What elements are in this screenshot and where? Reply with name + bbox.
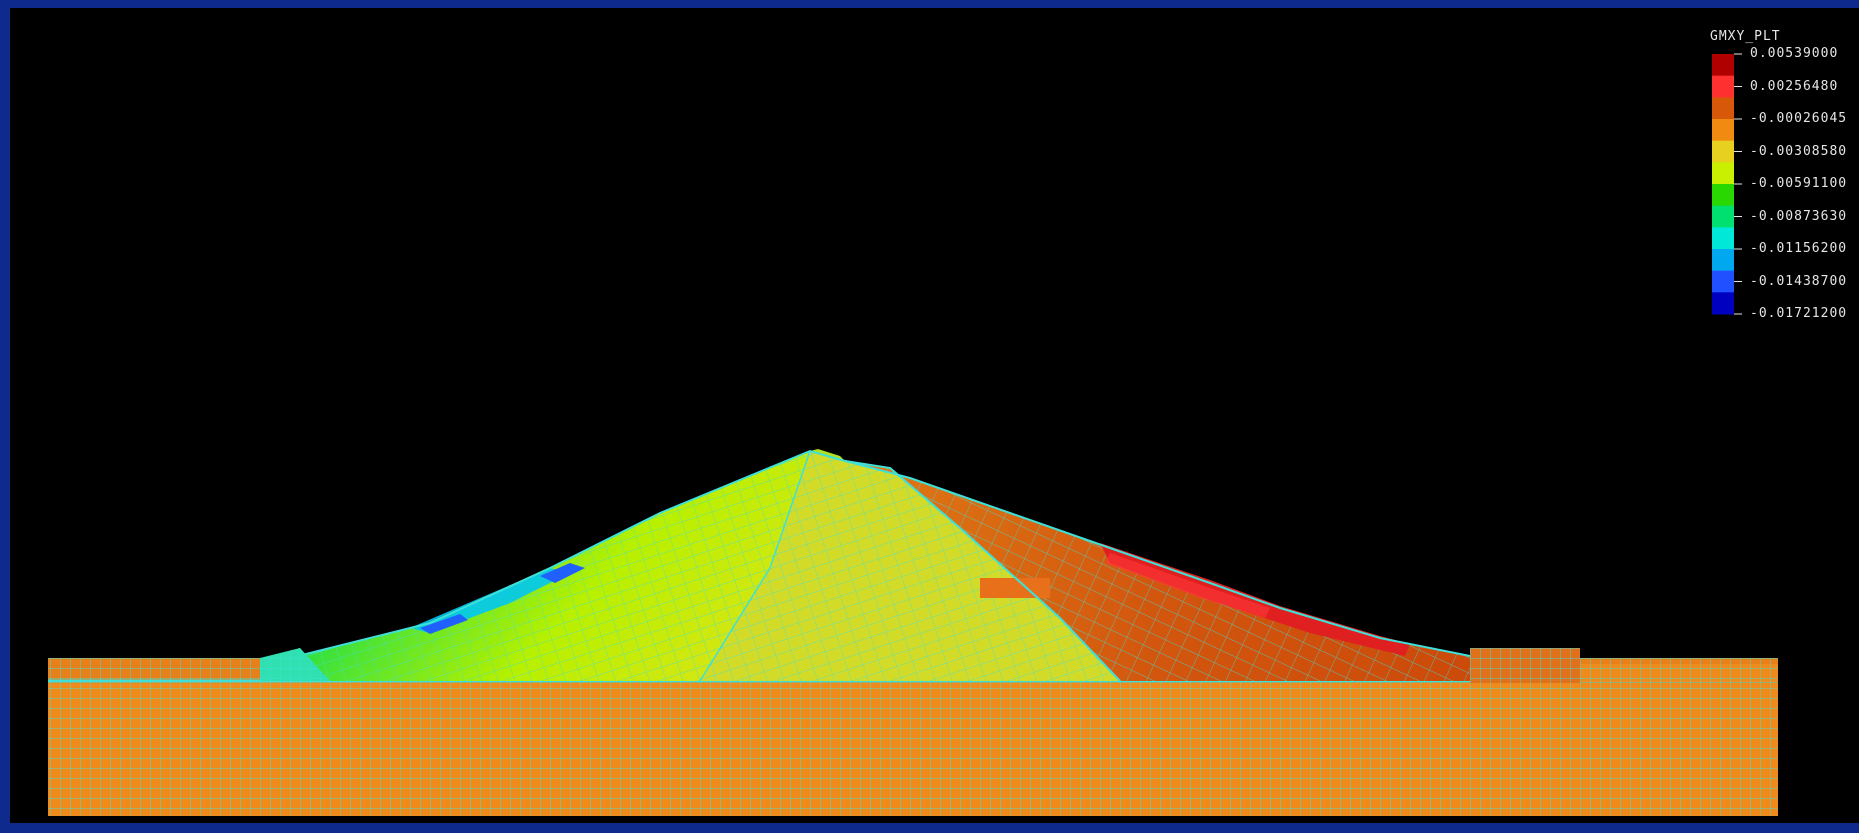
plot-viewport: GMXY_PLT 0.00539000 0.00256480 -0.00026045…	[10, 8, 1859, 823]
legend-title: GMXY_PLT	[1710, 29, 1781, 44]
legend-swatch	[1712, 162, 1734, 185]
legend-swatch	[1712, 184, 1734, 207]
dam-body	[260, 449, 1471, 682]
legend-label: 0.00539000	[1750, 46, 1839, 61]
legend-swatch	[1712, 119, 1734, 142]
legend-swatch	[1712, 140, 1734, 163]
legend-swatch	[1712, 270, 1734, 293]
legend-swatch	[1712, 75, 1734, 98]
color-legend	[1712, 53, 1742, 315]
legend-swatch	[1712, 292, 1734, 315]
legend-swatch	[1712, 205, 1734, 228]
legend-label: 0.00256480	[1750, 78, 1839, 94]
legend-label: -0.00591100	[1750, 176, 1848, 191]
legend-label: -0.00308580	[1750, 143, 1848, 159]
legend-label: -0.00026045	[1750, 111, 1848, 126]
legend-swatch	[1712, 227, 1734, 250]
fem-contour-plot	[48, 53, 1778, 816]
legend-label: -0.01156200	[1750, 241, 1848, 256]
legend-label: -0.00873630	[1750, 208, 1848, 224]
legend-swatch	[1712, 97, 1734, 120]
legend-label: -0.01721200	[1750, 306, 1848, 321]
legend-swatch	[1712, 249, 1734, 272]
legend-label: -0.01438700	[1750, 273, 1848, 289]
legend-swatch	[1712, 54, 1734, 77]
